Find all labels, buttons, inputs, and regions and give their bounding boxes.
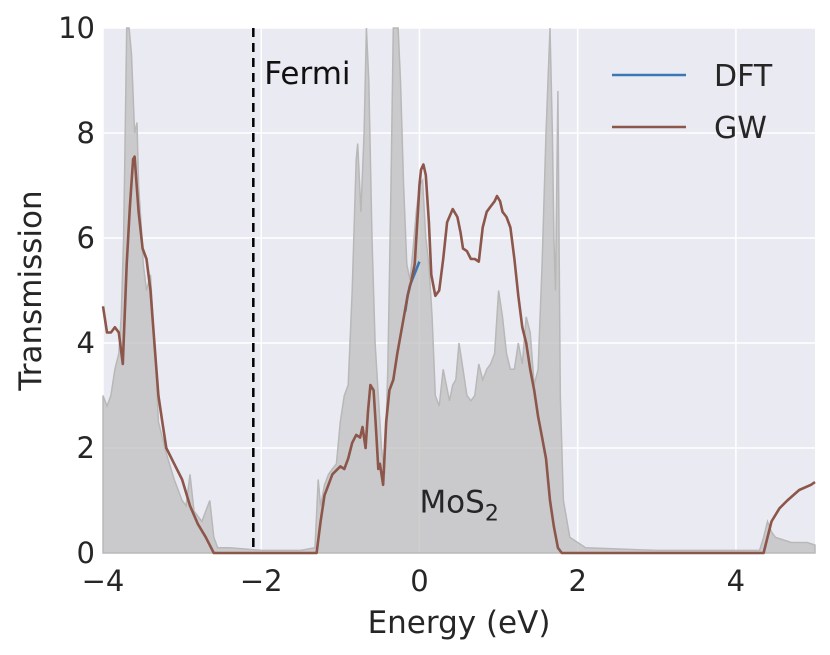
x-tick-labels: −4 −2 0 2 4 <box>82 564 745 598</box>
legend-label-dft: DFT <box>714 59 773 94</box>
y-tick-label: 2 <box>77 431 95 465</box>
x-axis-label: Energy (eV) <box>368 605 551 641</box>
y-tick-label: 10 <box>58 11 95 45</box>
x-tick-label: 4 <box>727 564 745 598</box>
mos2-annotation: MoS2 <box>419 485 498 527</box>
x-tick-label: 0 <box>410 564 428 598</box>
mos2-annotation-main: MoS <box>419 485 484 521</box>
legend-label-gw: GW <box>714 111 767 146</box>
y-axis-label: Transmission <box>13 190 49 391</box>
y-tick-labels: 0 2 4 6 8 10 <box>58 11 95 570</box>
y-tick-label: 6 <box>77 221 95 255</box>
series-lines <box>101 155 816 555</box>
y-tick-label: 4 <box>77 326 95 360</box>
x-tick-label: −4 <box>82 564 125 598</box>
x-tick-label: 2 <box>568 564 586 598</box>
y-tick-label: 8 <box>77 116 95 150</box>
fermi-label: Fermi <box>264 56 350 92</box>
x-tick-label: −2 <box>240 564 283 598</box>
y-tick-label: 0 <box>77 536 95 570</box>
legend: DFT GW <box>612 59 773 146</box>
background-dos-fill <box>102 27 816 554</box>
series-line-gw <box>101 155 816 555</box>
mos2-annotation-subscript: 2 <box>485 502 499 527</box>
